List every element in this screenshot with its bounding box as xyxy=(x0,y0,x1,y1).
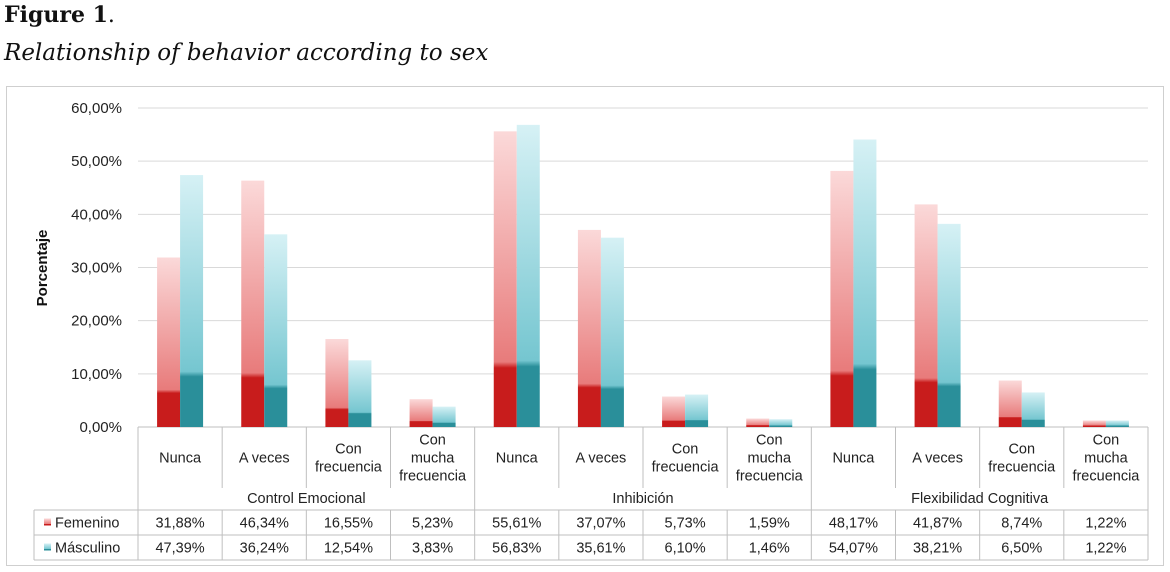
x-category-label: frecuencia xyxy=(1072,469,1140,485)
legend-key-másculino xyxy=(44,543,51,551)
figure-title: Relationship of behavior according to se… xyxy=(4,40,489,66)
table-value: 6,10% xyxy=(665,541,706,557)
y-tick-label: 10,00% xyxy=(71,366,122,383)
legend-key-femenino xyxy=(44,518,51,526)
bar-másculino xyxy=(600,237,624,427)
data-table: Nunca A veces Con frecuencia Con mucha frecuen… xyxy=(33,427,1149,561)
bar-femenino xyxy=(998,380,1022,427)
table-value: 12,54% xyxy=(324,541,373,557)
table-value: 54,07% xyxy=(829,541,878,557)
table-value: 37,07% xyxy=(576,516,625,532)
grid-lines xyxy=(138,107,1148,428)
y-tick-label: 20,00% xyxy=(71,313,122,330)
y-tick-label: 50,00% xyxy=(71,153,122,170)
bar-femenino xyxy=(830,170,854,427)
y-tick-label: 30,00% xyxy=(71,260,122,277)
table-value: 38,21% xyxy=(913,541,962,557)
x-category-label: A veces xyxy=(239,451,290,467)
bar-femenino xyxy=(409,399,433,427)
y-axis-tick-labels: 0,00% 10,00% 20,00% 30,00% 40,00% 50,00% 60,00… xyxy=(71,100,122,436)
y-tick-label: 60,00% xyxy=(71,100,122,117)
y-tick-label: 40,00% xyxy=(71,206,122,223)
table-value: 47,39% xyxy=(155,541,204,557)
table-value: 36,24% xyxy=(240,541,289,557)
x-category-label: Nunca xyxy=(496,451,539,467)
x-category-label: Nunca xyxy=(159,451,202,467)
y-axis-label: Porcentaje xyxy=(34,230,51,307)
bar-femenino xyxy=(746,418,770,427)
table-value: 8,74% xyxy=(1001,516,1042,532)
x-category-label: Con xyxy=(1093,433,1120,449)
bar-femenino xyxy=(914,204,938,427)
x-category-label: A veces xyxy=(912,451,963,467)
figure-label: Figure 1. xyxy=(4,2,115,28)
x-category-label: frecuencia xyxy=(988,460,1056,476)
bar-femenino xyxy=(493,131,517,428)
x-category-label: frecuencia xyxy=(736,469,804,485)
bar-femenino xyxy=(1082,420,1106,427)
bar-másculino xyxy=(432,406,456,427)
x-category-label: Con xyxy=(419,433,446,449)
bar-másculino xyxy=(937,223,961,427)
table-value: 1,46% xyxy=(749,541,790,557)
x-category-label: frecuencia xyxy=(652,460,720,476)
table-value: 31,88% xyxy=(155,516,204,532)
bar-másculino xyxy=(516,124,540,428)
x-category-label: Con xyxy=(672,442,699,458)
legend-label: Femenino xyxy=(55,516,119,532)
bar-femenino xyxy=(157,257,181,427)
x-category-label: mucha xyxy=(1084,451,1128,467)
bars xyxy=(157,124,1129,428)
table-value: 55,61% xyxy=(492,516,541,532)
figure-label-suffix: . xyxy=(107,3,115,28)
x-category-label: Con xyxy=(1008,442,1035,458)
chart-frame xyxy=(6,86,1164,566)
bar-másculino xyxy=(769,419,793,427)
table-value: 41,87% xyxy=(913,516,962,532)
table-value: 5,73% xyxy=(665,516,706,532)
bar-másculino xyxy=(853,139,877,427)
table-value: 48,17% xyxy=(829,516,878,532)
x-group-label: Control Emocional xyxy=(247,491,365,507)
x-group-label: Inhibición xyxy=(612,491,673,507)
table-value: 16,55% xyxy=(324,516,373,532)
bar-femenino xyxy=(325,339,349,427)
bar-másculino xyxy=(1021,392,1045,427)
legend-label: Másculino xyxy=(55,541,120,557)
bar-femenino xyxy=(577,229,601,427)
bar-másculino xyxy=(1105,420,1129,427)
figure-label-text: Figure 1 xyxy=(4,2,108,28)
x-category-label: mucha xyxy=(747,451,791,467)
table-value: 6,50% xyxy=(1001,541,1042,557)
bar-másculino xyxy=(264,234,288,427)
x-category-label: Con xyxy=(756,433,783,449)
bar-másculino xyxy=(180,175,204,427)
x-category-label: Nunca xyxy=(832,451,875,467)
x-category-label: frecuencia xyxy=(315,460,383,476)
table-value: 5,23% xyxy=(412,516,453,532)
y-tick-label: 0,00% xyxy=(79,419,122,436)
table-value: 1,59% xyxy=(749,516,790,532)
x-category-label: A veces xyxy=(576,451,627,467)
table-value: 35,61% xyxy=(576,541,625,557)
table-value: 46,34% xyxy=(240,516,289,532)
x-category-label: Con xyxy=(335,442,362,458)
bar-femenino xyxy=(241,180,265,427)
bar-másculino xyxy=(348,360,372,427)
x-group-label: Flexibilidad Cognitiva xyxy=(911,491,1049,507)
table-value: 3,83% xyxy=(412,541,453,557)
bar-másculino xyxy=(685,394,709,427)
x-category-label: mucha xyxy=(411,451,455,467)
table-value: 56,83% xyxy=(492,541,541,557)
table-value: 1,22% xyxy=(1085,516,1126,532)
table-value: 1,22% xyxy=(1085,541,1126,557)
x-category-label: frecuencia xyxy=(399,469,467,485)
bar-femenino xyxy=(662,396,686,427)
